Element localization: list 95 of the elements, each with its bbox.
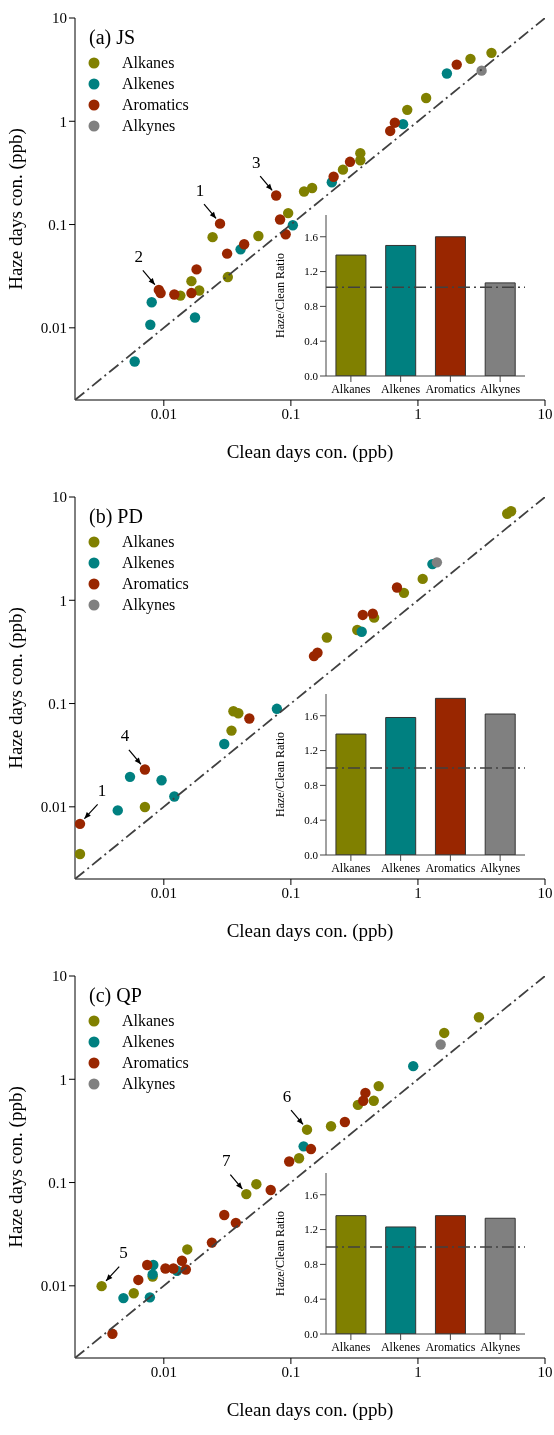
y-tick-label: 1.6 [304, 230, 319, 243]
y-axis-title: Haze/Clean Ratio [273, 1211, 288, 1296]
y-tick-label: 1.2 [304, 265, 318, 278]
x-tick-label: Alkynes [480, 1339, 521, 1354]
y-tick-label: 1.6 [304, 709, 319, 722]
y-tick-label: 1 [59, 592, 67, 609]
annotation: 7 [222, 1151, 232, 1171]
x-tick-label: Alkanes [331, 381, 371, 396]
x-axis-title: Clean days con. (ppb) [226, 441, 394, 463]
chart-title: (b) PD [89, 505, 143, 528]
x-tick-label: 1 [414, 1363, 422, 1380]
x-axis-title: Clean days con. (ppb) [226, 920, 394, 942]
x-tick-label: Aromatics [425, 860, 476, 875]
y-axis-title: Haze/Clean Ratio [273, 732, 288, 817]
x-tick-label: Alkenes [380, 381, 421, 396]
legend-label: Alkynes [122, 595, 176, 614]
x-tick-label: Aromatics [425, 1339, 476, 1354]
y-tick-label: 0.01 [40, 1278, 67, 1295]
y-tick-label: 0.8 [304, 1258, 319, 1271]
y-axis-title: Haze days con. (ppb) [4, 1086, 27, 1248]
bar [434, 697, 466, 855]
bar [434, 236, 466, 376]
legend-label: Alkanes [122, 1011, 175, 1030]
legend-label: Aromatics [122, 95, 189, 114]
bar [434, 1215, 466, 1334]
x-tick-label: 10 [537, 405, 553, 422]
x-tick-label: 1 [414, 884, 422, 901]
x-tick-label: Alkenes [380, 1339, 421, 1354]
legend-label: Alkynes [122, 116, 176, 135]
x-tick-label: Alkanes [331, 860, 371, 875]
y-tick-label: 0.4 [304, 1293, 319, 1306]
legend-label: Alkenes [122, 1032, 175, 1051]
y-axis-title: Haze days con. (ppb) [4, 128, 27, 290]
x-tick-label: 0.1 [281, 1363, 301, 1380]
x-axis-title: Clean days con. (ppb) [226, 1399, 394, 1421]
y-tick-label: 0.4 [304, 335, 319, 348]
bar [484, 1217, 516, 1334]
y-tick-label: 0.1 [48, 216, 67, 233]
x-tick-label: Alkanes [331, 1339, 371, 1354]
y-tick-label: 0.0 [304, 369, 319, 382]
bar [385, 717, 417, 855]
x-tick-label: 10 [537, 1363, 553, 1380]
y-tick-label: 0.0 [304, 1327, 319, 1340]
y-tick-label: 1.2 [304, 744, 318, 757]
y-tick-label: 0.01 [40, 320, 67, 337]
annotation: 1 [195, 180, 205, 200]
annotation: 2 [134, 246, 144, 266]
annotation: 4 [120, 726, 130, 746]
bar [335, 1215, 367, 1334]
y-tick-label: 10 [52, 968, 67, 985]
y-tick-label: 0.8 [304, 779, 319, 792]
bar [335, 254, 367, 376]
bar [385, 1226, 417, 1334]
x-tick-label: 1 [414, 405, 422, 422]
x-tick-label: 0.01 [150, 405, 177, 422]
annotation: 5 [119, 1243, 128, 1263]
x-tick-label: Aromatics [425, 381, 476, 396]
legend-label: Aromatics [122, 574, 189, 593]
x-tick-label: 10 [537, 884, 553, 901]
legend-label: Aromatics [122, 1053, 189, 1072]
y-tick-label: 0.1 [48, 695, 67, 712]
legend-label: Alkynes [122, 1074, 176, 1093]
y-tick-label: 10 [52, 10, 67, 27]
y-tick-label: 0.8 [304, 300, 319, 313]
legend-label: Alkenes [122, 553, 175, 572]
y-tick-label: 10 [52, 489, 67, 506]
annotation: 6 [282, 1086, 292, 1106]
bar [484, 713, 516, 855]
x-tick-label: 0.01 [150, 884, 177, 901]
annotation: 1 [97, 780, 107, 800]
y-tick-label: 1.6 [304, 1188, 319, 1201]
y-tick-label: 0.0 [304, 848, 319, 861]
annotation: 3 [251, 152, 261, 172]
y-tick-label: 1 [59, 1071, 67, 1088]
bar [335, 733, 367, 855]
x-tick-label: Alkynes [480, 860, 521, 875]
y-tick-label: 0.4 [304, 814, 319, 827]
legend-label: Alkanes [122, 532, 175, 551]
legend-label: Alkanes [122, 53, 175, 72]
legend-label: Alkenes [122, 74, 175, 93]
y-tick-label: 1 [59, 113, 67, 130]
chart-title: (a) JS [89, 26, 136, 49]
y-axis-title: Haze/Clean Ratio [273, 253, 288, 338]
x-tick-label: 0.01 [150, 1363, 177, 1380]
y-tick-label: 0.01 [40, 799, 67, 816]
bar [385, 244, 417, 376]
y-tick-label: 1.2 [304, 1223, 318, 1236]
x-tick-label: 0.1 [281, 405, 301, 422]
bar [484, 282, 516, 376]
y-axis-title: Haze days con. (ppb) [4, 607, 27, 769]
x-tick-label: Alkynes [480, 381, 521, 396]
x-tick-label: 0.1 [281, 884, 301, 901]
x-tick-label: Alkenes [380, 860, 421, 875]
y-tick-label: 0.1 [48, 1174, 67, 1191]
chart-title: (c) QP [89, 984, 142, 1007]
